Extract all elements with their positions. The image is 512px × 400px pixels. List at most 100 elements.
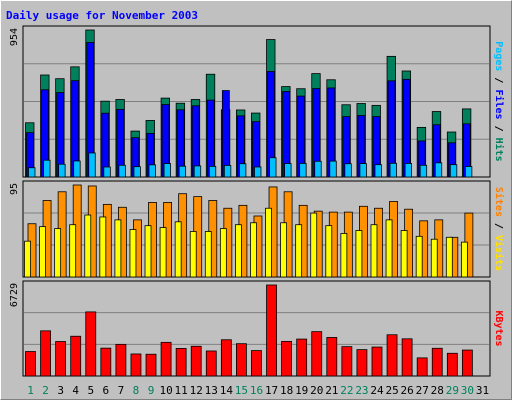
x-tick-label: 5 — [87, 384, 94, 397]
legend-entry: / — [493, 120, 504, 138]
side-legend-visits-sites: Sites / Visits — [493, 187, 505, 271]
bar-sites — [235, 224, 242, 278]
bar-sites — [69, 224, 77, 278]
bar-kbytes — [401, 338, 413, 377]
bar-sites — [129, 229, 137, 278]
bar-pages — [133, 166, 141, 178]
bar-pages — [359, 163, 367, 178]
bar-kbytes — [205, 350, 217, 377]
x-tick-label: 16 — [250, 384, 263, 397]
x-tick-label: 31 — [476, 384, 489, 397]
bar-kbytes — [25, 351, 36, 377]
bar-pages — [269, 157, 277, 178]
x-tick-label: 11 — [175, 384, 188, 397]
bar-kbytes — [190, 345, 202, 377]
ymax-label: 6729 — [9, 283, 20, 307]
x-tick-label: 1 — [27, 384, 34, 397]
bar-pages — [299, 163, 307, 178]
bar-pages — [58, 163, 66, 178]
bar-pages — [314, 160, 322, 178]
bar-sites — [189, 231, 197, 278]
bar-files — [402, 78, 411, 178]
bar-kbytes — [160, 341, 172, 377]
bar-sites — [39, 226, 46, 278]
bar-sites — [204, 231, 212, 278]
bar-kbytes — [55, 341, 67, 377]
bar-pages — [163, 163, 171, 178]
x-tick-label: 13 — [205, 384, 218, 397]
x-tick-label: 27 — [416, 384, 429, 397]
x-tick-label: 14 — [220, 384, 234, 397]
bar-sites — [295, 224, 303, 278]
legend-entry: Sites — [493, 187, 505, 217]
bar-pages — [73, 160, 81, 178]
bar-pages — [208, 165, 217, 178]
bar-pages — [239, 163, 247, 178]
bar-kbytes — [40, 330, 51, 377]
bar-files — [206, 99, 215, 178]
bar-pages — [254, 166, 262, 178]
bar-sites — [340, 233, 348, 278]
x-tick-label: 17 — [265, 384, 278, 397]
x-tick-label: 8 — [133, 384, 140, 397]
bar-sites — [24, 240, 31, 278]
bar-sites — [219, 228, 227, 278]
legend-entry: / — [493, 71, 504, 89]
bar-kbytes — [431, 347, 443, 377]
bar-pages — [223, 165, 232, 178]
x-tick-label: 24 — [370, 384, 384, 397]
chart-title: Daily usage for November 2003 — [6, 9, 199, 22]
x-tick-label: 18 — [280, 384, 293, 397]
x-tick-label: 26 — [401, 384, 414, 397]
bar-sites — [250, 222, 257, 278]
x-tick-label: 3 — [57, 384, 64, 397]
bar-sites — [84, 214, 92, 278]
x-tick-label: 2 — [42, 384, 49, 397]
bar-sites — [460, 241, 468, 278]
bar-kbytes — [311, 331, 323, 377]
bar-kbytes — [175, 348, 187, 377]
bar-pages — [374, 164, 382, 178]
bar-pages — [118, 164, 126, 178]
x-tick-label: 7 — [118, 384, 125, 397]
x-tick-label: 19 — [295, 384, 308, 397]
x-tick-label: 9 — [148, 384, 155, 397]
x-tick-label: 6 — [103, 384, 110, 397]
x-tick-label: 22 — [340, 384, 353, 397]
legend-entry: Files — [493, 89, 505, 119]
bar-pages — [43, 159, 51, 178]
x-tick-label: 10 — [159, 384, 172, 397]
legend-entry: Pages — [493, 41, 504, 71]
bar-sites — [385, 219, 393, 278]
bar-sites — [114, 219, 122, 278]
bar-kbytes — [266, 284, 277, 377]
bar-pages — [464, 166, 473, 178]
bar-pages — [434, 162, 443, 178]
bar-kbytes — [461, 349, 473, 377]
x-tick-label: 21 — [325, 384, 338, 397]
bar-sites — [54, 228, 62, 278]
x-tick-label: 4 — [72, 384, 79, 397]
bar-sites — [144, 225, 152, 278]
bar-kbytes — [386, 334, 398, 377]
x-tick-label: 30 — [461, 384, 474, 397]
bar-kbytes — [326, 337, 338, 377]
bar-pages — [389, 162, 397, 178]
bar-sites — [265, 207, 272, 278]
bar-pages — [88, 152, 96, 178]
bar-kbytes — [251, 350, 262, 377]
bar-sites — [355, 230, 363, 278]
x-tick-label: 28 — [431, 384, 444, 397]
ymax-label: 954 — [9, 28, 20, 46]
side-legend-hits-files-pages: Pages / Files / Hits — [493, 41, 505, 161]
bar-sites — [325, 225, 333, 278]
bar-sites — [400, 230, 408, 278]
legend-entry: KBytes — [493, 310, 504, 346]
bar-kbytes — [130, 353, 142, 377]
bar-kbytes — [100, 347, 112, 377]
bar-kbytes — [236, 343, 247, 377]
bar-pages — [178, 165, 187, 178]
legend-entry: Visits — [493, 235, 505, 271]
bar-sites — [445, 236, 453, 278]
bar-kbytes — [446, 352, 458, 377]
